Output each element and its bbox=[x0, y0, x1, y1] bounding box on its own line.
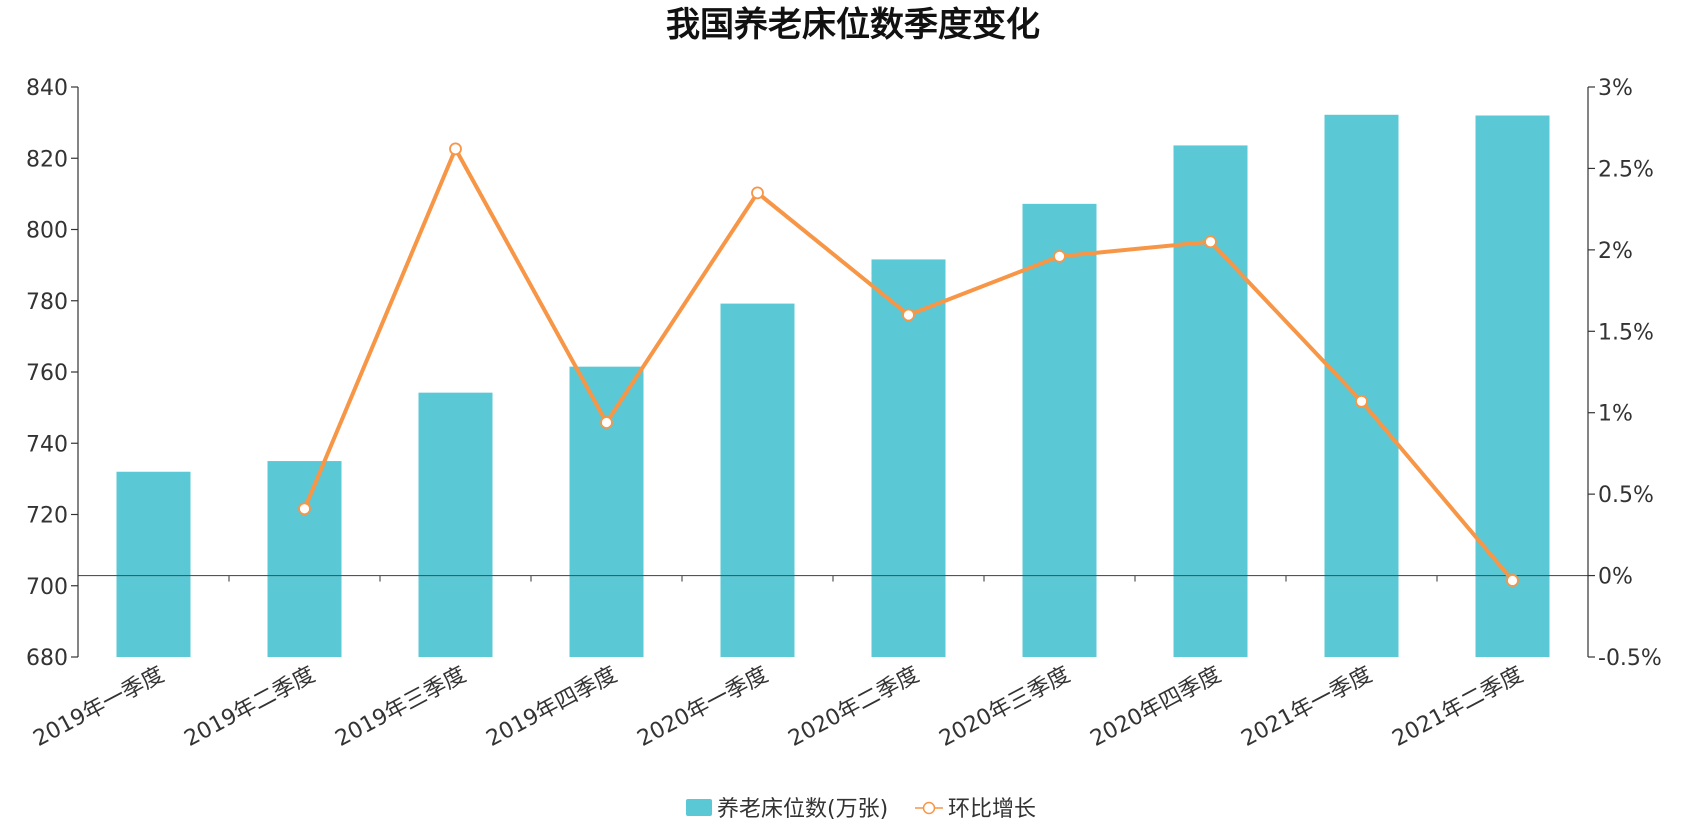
bar-10 bbox=[1475, 115, 1550, 657]
y-left-tick-label: 680 bbox=[26, 646, 68, 671]
x-tick-label: 2020年一季度 bbox=[633, 662, 772, 752]
y-left-tick-label: 780 bbox=[26, 290, 68, 315]
growth-point-4 bbox=[600, 416, 613, 429]
bar-6 bbox=[871, 259, 946, 657]
x-tick-label: 2021年一季度 bbox=[1237, 662, 1376, 752]
y-right-tick-label: 1.5% bbox=[1598, 320, 1654, 345]
growth-point-6 bbox=[902, 308, 915, 322]
x-tick-label: 2020年四季度 bbox=[1086, 662, 1225, 752]
plot-area: 680 700 720 740 760 780 800 820 840 -0.5% 0% 0.5% 1%… bbox=[26, 76, 1662, 752]
x-tick-label: 2020年二季度 bbox=[784, 662, 923, 752]
growth-point-7 bbox=[1053, 249, 1066, 263]
bar-4 bbox=[569, 366, 644, 657]
bar-7 bbox=[1022, 203, 1097, 657]
y-left-tick-label: 760 bbox=[26, 361, 68, 386]
legend: 养老床位数(万张) 环比增长 bbox=[686, 797, 1036, 822]
y-left-tick-label: 720 bbox=[26, 504, 68, 529]
x-tick-label: 2019年二季度 bbox=[180, 662, 319, 752]
bar-1 bbox=[116, 471, 191, 657]
y-left-tick-label: 820 bbox=[26, 147, 68, 172]
y-right-tick-label: 0% bbox=[1598, 565, 1633, 590]
y-right-tick-label: -0.5% bbox=[1598, 646, 1662, 671]
y-left-tick-label: 840 bbox=[26, 76, 68, 101]
y-left-tick-label: 740 bbox=[26, 432, 68, 457]
growth-point-9 bbox=[1355, 394, 1368, 408]
legend-bar-swatch bbox=[686, 799, 712, 816]
y-right-tick-label: 0.5% bbox=[1598, 483, 1654, 508]
growth-point-2 bbox=[298, 502, 311, 516]
growth-point-8 bbox=[1204, 235, 1217, 249]
x-tick-label: 2019年四季度 bbox=[482, 662, 621, 752]
growth-point-3 bbox=[449, 142, 462, 156]
y-right-tick-label: 2.5% bbox=[1598, 157, 1654, 182]
legend-line-label: 环比增长 bbox=[948, 797, 1036, 822]
y-right-tick-label: 2% bbox=[1598, 239, 1633, 264]
x-tick-label: 2021年二季度 bbox=[1388, 662, 1527, 752]
growth-point-10 bbox=[1506, 574, 1519, 587]
y-right-tick-label: 3% bbox=[1598, 76, 1633, 101]
bar-5 bbox=[720, 303, 795, 657]
chart-title: 我国养老床位数季度变化 bbox=[666, 5, 1040, 45]
growth-point-5 bbox=[751, 186, 764, 200]
legend-bar-label: 养老床位数(万张) bbox=[717, 797, 888, 822]
bar-9 bbox=[1324, 114, 1399, 658]
y-right-tick-label: 1% bbox=[1598, 402, 1633, 427]
bar-2 bbox=[267, 461, 342, 657]
x-tick-label: 2020年三季度 bbox=[935, 662, 1074, 752]
y-left-tick-label: 800 bbox=[26, 219, 68, 244]
x-tick-label: 2019年三季度 bbox=[331, 662, 470, 752]
y-left-tick-label: 700 bbox=[26, 575, 68, 600]
bar-8 bbox=[1173, 145, 1248, 658]
legend-line-marker bbox=[922, 801, 936, 815]
bar-3 bbox=[418, 392, 493, 657]
x-tick-label: 2019年一季度 bbox=[29, 662, 168, 752]
